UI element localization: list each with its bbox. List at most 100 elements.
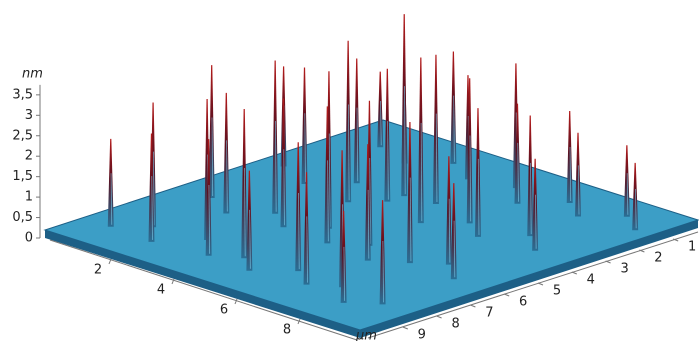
x-tick-label: 6 <box>220 303 228 318</box>
spike <box>353 58 360 184</box>
spike <box>340 210 347 303</box>
spike <box>432 54 439 205</box>
x-tick-label: 4 <box>157 283 165 298</box>
y-tick-label: 7 <box>485 306 493 321</box>
spike-highlight <box>453 220 456 278</box>
spike <box>324 106 331 244</box>
z-tick-label: 2,5 <box>12 128 33 143</box>
z-tick-label: 3,5 <box>12 87 33 102</box>
x-tick-label: 8 <box>283 323 291 338</box>
spike-highlight <box>328 133 331 227</box>
spike <box>566 111 573 203</box>
spike-highlight <box>211 117 214 197</box>
spike-highlight <box>298 193 300 270</box>
spike <box>280 98 287 228</box>
spike <box>364 144 371 261</box>
y-tick-label: 9 <box>418 328 426 341</box>
spike-highlight <box>387 121 389 200</box>
spike-highlight <box>380 101 382 146</box>
spike-highlight <box>283 149 285 226</box>
z-axis-label: nm <box>22 67 43 82</box>
spike <box>379 200 386 305</box>
spike-highlight <box>152 151 155 226</box>
spike-highlight <box>382 241 384 303</box>
y-tick <box>470 304 476 308</box>
spike-highlight <box>356 107 359 182</box>
spike <box>345 40 352 203</box>
spike-highlight <box>453 95 455 162</box>
y-tick <box>571 271 577 275</box>
spike <box>246 170 253 271</box>
y-tick <box>537 282 544 286</box>
spike-highlight <box>448 198 451 263</box>
spike-highlight <box>409 177 412 262</box>
y-tick <box>673 238 679 242</box>
spike-highlight <box>244 167 246 257</box>
y-axis-line <box>367 231 699 339</box>
spike-highlight <box>569 147 572 202</box>
spike-highlight <box>304 113 306 183</box>
spike <box>445 156 452 265</box>
spike <box>301 67 308 184</box>
z-tick-label: 1 <box>25 190 33 205</box>
y-tick-label: 8 <box>451 317 459 332</box>
z-tick-label: 0,5 <box>12 210 33 225</box>
x-tick <box>171 278 175 285</box>
spike-highlight <box>348 104 350 201</box>
spike-highlight <box>530 162 532 235</box>
surface-side <box>45 220 698 338</box>
spike-highlight <box>635 189 637 229</box>
spike <box>303 172 310 285</box>
spike <box>384 68 391 202</box>
z-tick-label: 0 <box>25 231 33 246</box>
spike <box>527 115 534 237</box>
x-tick-label: 2 <box>94 263 102 278</box>
spike <box>401 14 408 197</box>
spike <box>406 122 413 264</box>
spike-highlight <box>477 158 480 235</box>
spike-highlight <box>420 122 423 222</box>
spike <box>575 132 581 217</box>
y-tick <box>436 315 442 319</box>
spike <box>450 51 457 164</box>
spike <box>148 133 155 242</box>
spike <box>450 183 457 280</box>
spike <box>241 109 248 259</box>
y-tick <box>504 293 510 297</box>
spike-highlight <box>151 176 153 240</box>
spike-highlight <box>327 160 329 242</box>
spike <box>417 57 424 224</box>
spike-highlight <box>517 142 519 202</box>
spike <box>466 78 473 224</box>
spike-highlight <box>369 158 371 244</box>
spike-highlight <box>626 173 629 215</box>
y-tick <box>605 260 611 264</box>
spike <box>208 65 215 199</box>
spike-highlight <box>249 209 251 269</box>
spike-highlight <box>469 135 472 222</box>
y-tick-label: 6 <box>519 295 527 310</box>
spike-highlight <box>435 113 438 203</box>
spike <box>474 108 481 237</box>
spike-highlight <box>367 189 370 259</box>
spike <box>632 162 639 231</box>
spike-highlight <box>577 165 580 215</box>
x-tick <box>234 298 238 305</box>
spike <box>295 142 302 272</box>
spike-highlight <box>110 173 113 225</box>
spike-highlight <box>343 246 346 301</box>
spike <box>107 138 114 227</box>
spike <box>272 60 279 214</box>
spike-highlight <box>306 216 308 283</box>
spike <box>205 139 212 256</box>
x-tick <box>297 318 301 325</box>
spike <box>223 92 230 214</box>
y-tick-label: 5 <box>553 284 561 299</box>
y-tick <box>402 326 408 330</box>
spike-highlight <box>404 86 406 195</box>
spike-highlight <box>208 184 211 254</box>
spike-highlight <box>275 120 277 212</box>
spike <box>514 103 521 204</box>
z-tick-label: 2 <box>25 149 33 164</box>
spike <box>623 145 630 217</box>
